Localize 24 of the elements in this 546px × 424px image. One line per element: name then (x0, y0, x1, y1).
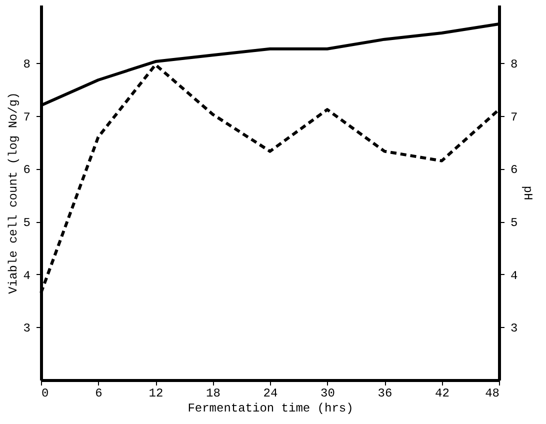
x-tick-label: 12 (148, 386, 164, 400)
y-tick-label: 8 (23, 58, 30, 72)
y2-tick-label: 6 (510, 163, 518, 178)
y-tick-label: 7 (23, 110, 30, 124)
x-tick-label: 18 (206, 386, 220, 400)
x-tick-label: 6 (95, 386, 102, 400)
y2-tick-label: 7 (510, 110, 518, 124)
x-axis-title: Fermentation time (hrs) (188, 402, 354, 416)
x-tick-label: 36 (378, 386, 392, 400)
y2-tick-label: 4 (510, 268, 518, 283)
y-tick-label: 6 (23, 163, 30, 178)
y-tick-label: 5 (23, 216, 30, 230)
x-tick-label: 48 (485, 386, 500, 400)
x-tick-label: 42 (435, 386, 450, 400)
x-tick-label: 30 (320, 386, 335, 400)
y2-axis-title: pH (520, 186, 535, 200)
x-tick-label: 0 (42, 386, 49, 400)
y-tick-label: 4 (23, 268, 30, 283)
y-axis-title: Viable cell count (log No/g) (6, 92, 20, 294)
y2-tick-label: 8 (510, 58, 518, 72)
x-tick-label: 24 (263, 386, 278, 400)
y-tick-label: 3 (23, 322, 30, 336)
y2-tick-label: 3 (510, 322, 518, 336)
y2-tick-label: 5 (510, 216, 518, 230)
